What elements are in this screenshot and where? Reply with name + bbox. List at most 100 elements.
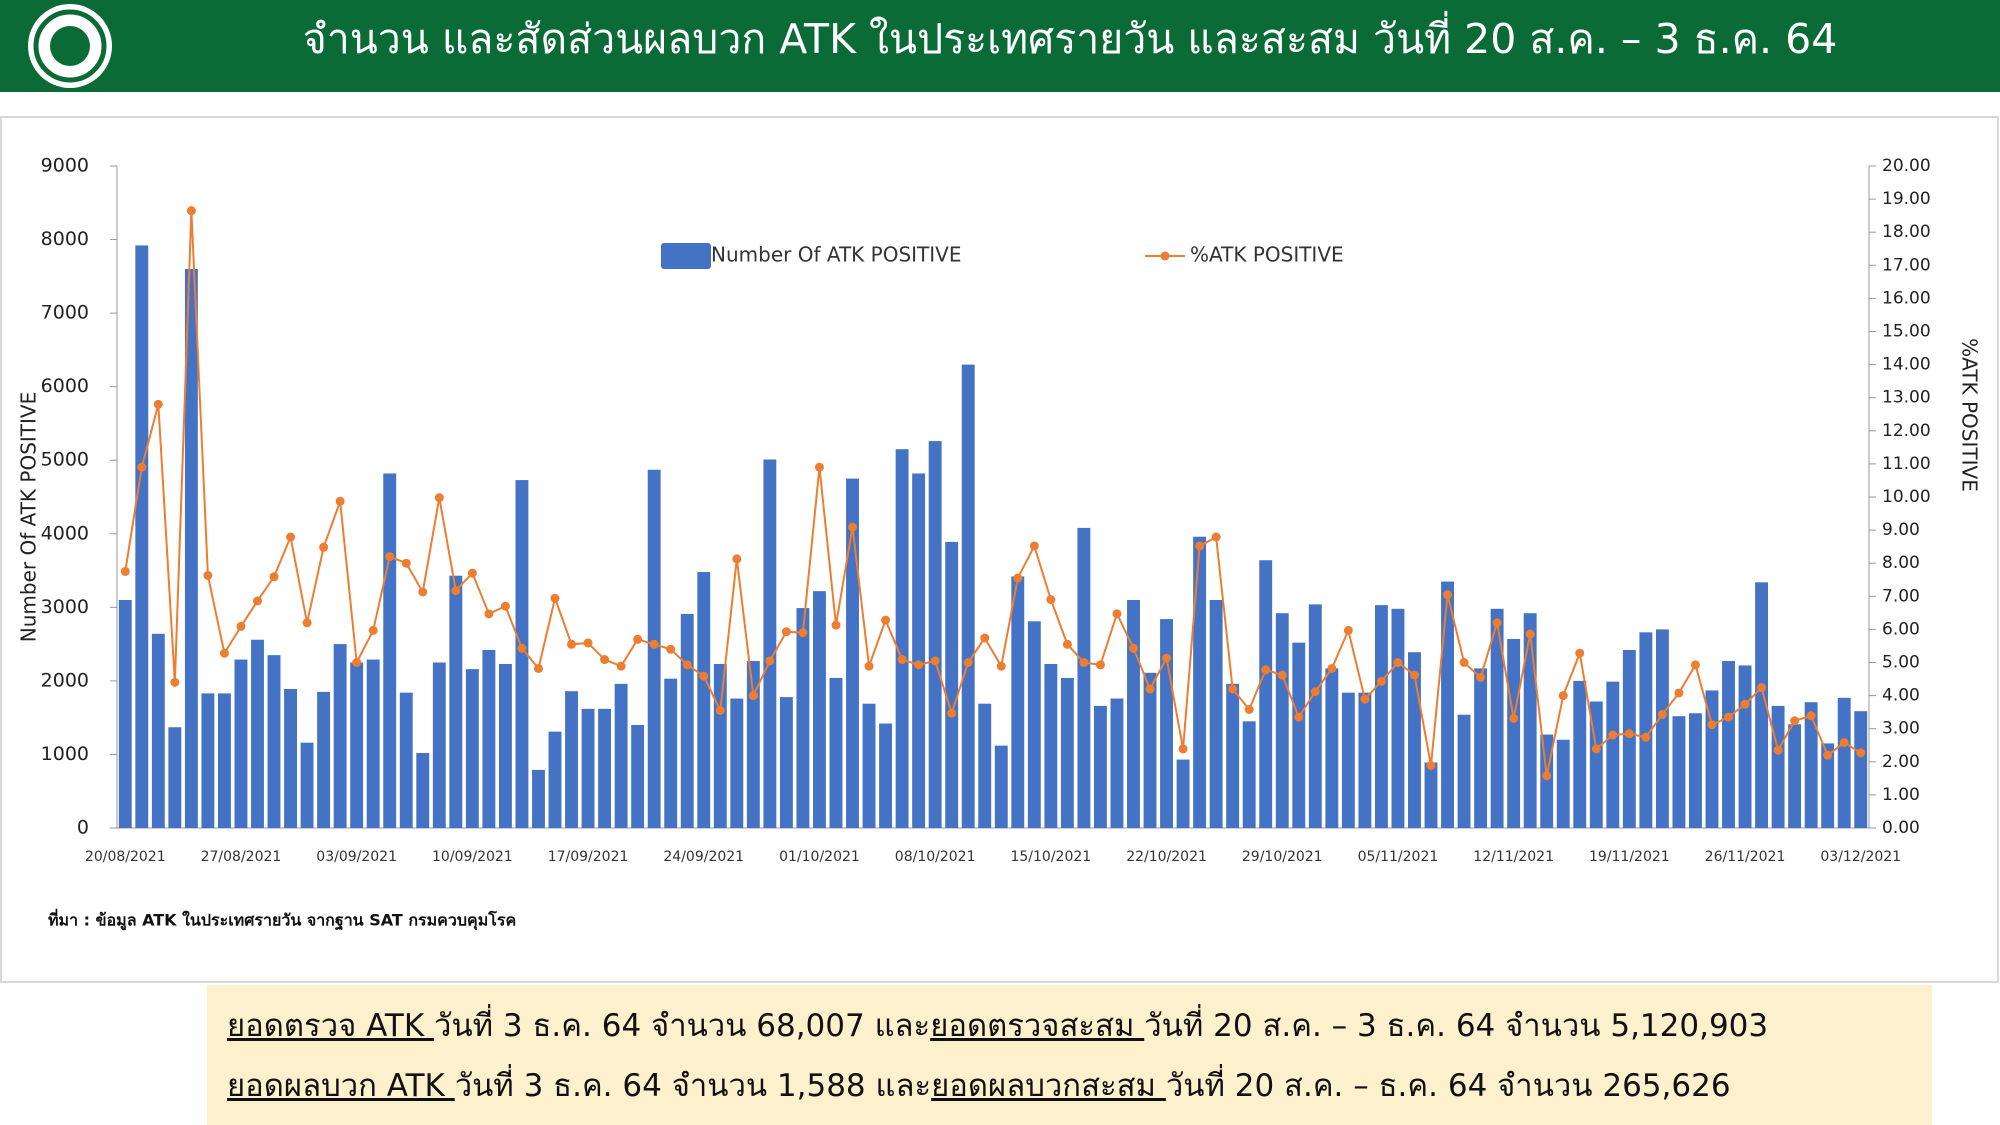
bar	[284, 688, 297, 828]
bar	[184, 268, 198, 828]
bar	[928, 441, 942, 828]
bar	[1490, 608, 1504, 828]
footer-line: ยอดผลบวก ATK วันที่ 3 ธ.ค. 64 จำนวน 1,58…	[227, 1060, 1731, 1110]
bar	[1788, 724, 1802, 828]
bar	[1606, 681, 1620, 828]
bar	[945, 541, 959, 828]
line-marker	[765, 656, 775, 666]
bar	[333, 644, 347, 828]
x-tick-label: 03/09/2021	[316, 849, 397, 865]
line-marker	[401, 558, 411, 568]
x-tick-label: 17/09/2021	[548, 849, 629, 865]
line-marker	[715, 705, 725, 715]
bar	[1622, 649, 1636, 828]
line-marker	[153, 399, 163, 409]
bar	[1672, 716, 1686, 828]
line-marker	[1839, 738, 1849, 748]
x-tick-label: 26/11/2021	[1705, 849, 1786, 865]
bar	[1242, 721, 1256, 828]
x-tick-label: 29/10/2021	[1242, 849, 1323, 865]
bar	[895, 449, 909, 828]
bar	[631, 725, 645, 828]
bar	[1143, 672, 1157, 828]
bar	[779, 697, 793, 828]
line-marker	[451, 586, 461, 596]
bar	[416, 752, 430, 828]
bar	[647, 469, 661, 828]
y2-tick-label: 13.00	[1882, 388, 1931, 408]
bar	[1639, 632, 1653, 828]
x-tick-label: 20/08/2021	[85, 849, 166, 865]
line-marker	[1509, 713, 1519, 723]
bar	[1507, 638, 1521, 828]
bar	[1077, 527, 1091, 828]
bar	[515, 480, 529, 828]
y-tick-label: 5000	[41, 449, 89, 471]
y2-tick-label: 3.00	[1882, 719, 1920, 739]
y2-tick-label: 19.00	[1882, 189, 1931, 209]
bar	[135, 245, 149, 828]
y2-tick-label: 7.00	[1882, 586, 1920, 606]
bar	[1358, 692, 1372, 828]
bar	[961, 364, 975, 828]
line-marker	[302, 618, 312, 628]
line-marker	[897, 655, 907, 665]
bar	[1854, 711, 1868, 828]
bar	[565, 691, 578, 828]
line-marker	[1327, 663, 1337, 673]
bar	[1127, 599, 1140, 828]
line-marker	[666, 644, 676, 654]
bar	[1011, 576, 1025, 828]
legend-swatch	[1160, 251, 1170, 261]
line-marker	[1079, 658, 1089, 667]
line-marker	[1261, 665, 1271, 675]
bar	[1573, 680, 1587, 828]
y2-tick-label: 14.00	[1882, 355, 1931, 375]
bar	[1292, 642, 1306, 828]
bar	[465, 669, 479, 828]
bar	[1424, 762, 1438, 828]
bar	[978, 703, 992, 828]
bar	[1523, 613, 1537, 828]
bar	[217, 693, 231, 828]
bar	[482, 649, 496, 828]
bar	[1044, 663, 1058, 828]
line-marker	[1724, 712, 1734, 722]
line-marker	[484, 609, 494, 619]
bar	[598, 708, 612, 828]
y-tick-label: 4000	[41, 522, 89, 544]
bar	[399, 692, 413, 828]
line-marker	[269, 572, 279, 582]
legend-label: %ATK POSITIVE	[1190, 243, 1344, 267]
bar	[1655, 629, 1669, 828]
footer-text: ยอดตรวจสะสม	[930, 1008, 1145, 1044]
line-marker	[1095, 660, 1105, 670]
line-marker	[1707, 720, 1717, 730]
bar	[813, 591, 826, 828]
line-marker	[1690, 660, 1700, 670]
bar	[1689, 713, 1702, 828]
y2-tick-label: 0.00	[1882, 818, 1920, 838]
y2-tick-label: 10.00	[1882, 487, 1931, 507]
bar	[1457, 714, 1471, 828]
line-marker	[186, 206, 196, 216]
line-marker	[219, 648, 229, 658]
bar	[1556, 739, 1570, 828]
y2-tick-label: 6.00	[1882, 619, 1920, 639]
x-tick-label: 12/11/2021	[1473, 849, 1554, 865]
x-tick-label: 19/11/2021	[1589, 849, 1670, 865]
bar	[366, 659, 380, 828]
bar	[1341, 692, 1355, 828]
y2-tick-label: 18.00	[1882, 222, 1931, 242]
line-marker	[748, 691, 758, 701]
line-marker	[286, 532, 296, 542]
line-marker	[1409, 670, 1419, 680]
y2-tick-label: 11.00	[1882, 454, 1931, 474]
x-tick-label: 08/10/2021	[895, 849, 976, 865]
line-marker	[1062, 639, 1072, 649]
bar	[118, 599, 132, 828]
line-marker	[1294, 712, 1304, 722]
y2-tick-label: 4.00	[1882, 686, 1920, 706]
y2-tick-label: 12.00	[1882, 421, 1931, 441]
